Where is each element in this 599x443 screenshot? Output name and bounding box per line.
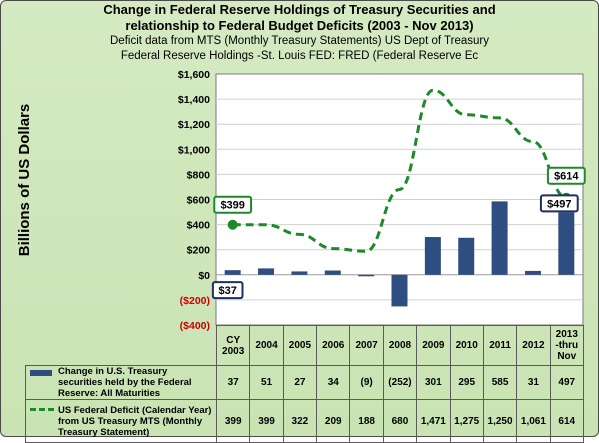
- legend-deficit: US Federal Deficit (Calendar Year) from …: [25, 399, 217, 443]
- holdings-bar: [324, 270, 341, 275]
- y-tick-label: $1,000: [178, 144, 210, 156]
- legend-line-swatch: [30, 408, 54, 411]
- category-label: 2007: [349, 325, 384, 366]
- deficit-value-cell: 1,250: [482, 399, 518, 443]
- deficit-start-marker: [227, 219, 238, 230]
- deficit-value-cell: 188: [349, 399, 384, 443]
- legend-holdings-label: Change in U.S. Treasury securities held …: [58, 366, 192, 399]
- holdings-value-cell: 31: [516, 365, 551, 400]
- y-tick-label: $400: [187, 220, 211, 232]
- y-tick-label: $200: [187, 245, 211, 257]
- legend-bar-swatch: [30, 370, 52, 376]
- y-tick-label: $800: [187, 169, 211, 181]
- holdings-bar: [258, 268, 275, 275]
- y-tick-label: ($200): [180, 295, 210, 307]
- holdings-bar: [458, 237, 475, 275]
- deficit-value-cell: 399: [215, 399, 251, 443]
- holdings-value-cell: (9): [349, 365, 384, 400]
- holdings-bar: [291, 271, 308, 275]
- holdings-bar: [391, 274, 408, 307]
- category-label: 2012: [516, 325, 551, 366]
- holdings-bar: [491, 201, 508, 275]
- deficit-start-callout-box: [213, 195, 253, 214]
- y-tick-label: $600: [187, 195, 211, 207]
- y-tick-label: $1,400: [178, 94, 210, 106]
- holdings-bar: [524, 270, 541, 275]
- deficit-value-cell: 680: [382, 399, 418, 443]
- holdings-start-callout: $37: [219, 285, 237, 297]
- holdings-end-callout-box: [539, 194, 579, 213]
- category-label: 2005: [282, 325, 318, 366]
- deficit-value-cell: 1,061: [516, 399, 551, 443]
- holdings-bar: [424, 237, 441, 275]
- table-row-holdings: Change in U.S. Treasury securities held …: [25, 365, 584, 400]
- table-header-row: CY 2003 2004 2005 2006 2007 2008 2009 2010 2011 20…: [25, 325, 584, 366]
- chart-title-line1: Change in Federal Reserve Holdings of Tr…: [103, 2, 496, 17]
- deficit-value-cell: 399: [249, 399, 284, 443]
- deficit-end-callout-box: [546, 166, 586, 185]
- y-tick-label: $1,600: [178, 69, 210, 81]
- deficit-value-cell: 1,275: [449, 399, 484, 443]
- category-label: 2013 -thru Nov: [549, 325, 584, 366]
- holdings-bar: [558, 212, 575, 275]
- holdings-value-cell: 585: [482, 365, 518, 400]
- data-table: CY 2003 2004 2005 2006 2007 2008 2009 2010 2011 20…: [25, 325, 584, 443]
- holdings-value-cell: 51: [249, 365, 284, 400]
- deficit-start-callout: $399: [220, 200, 244, 212]
- category-label: CY 2003: [215, 325, 251, 366]
- holdings-value-cell: 27: [282, 365, 318, 400]
- category-label: 2004: [249, 325, 284, 366]
- deficit-value-cell: 322: [282, 399, 318, 443]
- table-corner-cell: [25, 325, 217, 366]
- table-row-deficit: US Federal Deficit (Calendar Year) from …: [25, 399, 584, 443]
- deficit-value-cell: 1,471: [416, 399, 451, 443]
- y-tick-label: $1,200: [178, 119, 210, 131]
- category-label: 2008: [382, 325, 418, 366]
- chart-subtitle-line2: Federal Reserve Holdings -St. Louis FED:…: [120, 50, 479, 62]
- holdings-value-cell: 37: [215, 365, 251, 400]
- y-tick-label: $0: [198, 270, 210, 282]
- holdings-end-callout: $497: [547, 198, 571, 210]
- holdings-value-cell: 34: [316, 365, 351, 400]
- category-label: 2006: [316, 325, 351, 366]
- category-label: 2009: [416, 325, 451, 366]
- legend-holdings: Change in U.S. Treasury securities held …: [25, 365, 217, 400]
- deficit-end-callout: $614: [554, 171, 579, 183]
- chart-subtitle-line1: Deficit data from MTS (Monthly Treasury …: [110, 35, 489, 47]
- holdings-bar: [358, 274, 375, 277]
- holdings-value-cell: 497: [549, 365, 584, 400]
- deficit-value-cell: 209: [316, 399, 351, 443]
- holdings-value-cell: 295: [449, 365, 484, 400]
- holdings-value-cell: (252): [382, 365, 418, 400]
- legend-deficit-label: US Federal Deficit (Calendar Year) from …: [58, 404, 212, 438]
- holdings-bar: [224, 270, 241, 275]
- holdings-start-callout-box: [211, 281, 244, 300]
- category-label: 2011: [482, 325, 518, 366]
- deficit-value-cell: 614: [549, 399, 584, 443]
- holdings-value-cell: 301: [416, 365, 451, 400]
- category-label: 2010: [449, 325, 484, 366]
- chart-title-line2: relationship to Federal Budget Deficits …: [125, 18, 474, 33]
